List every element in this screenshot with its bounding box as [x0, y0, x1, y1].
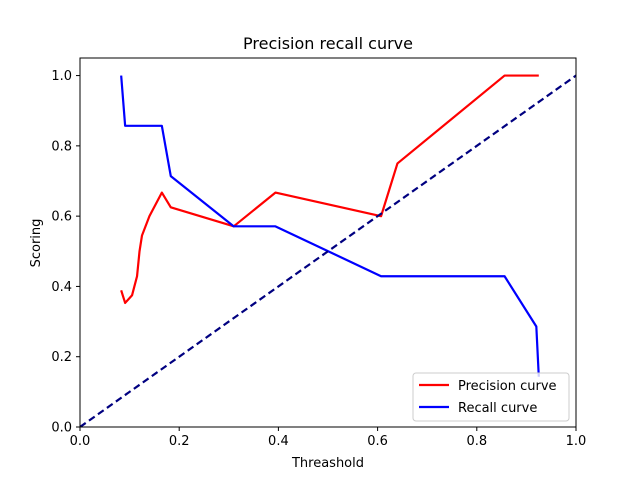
x-tick-label: 0.8: [466, 434, 487, 449]
legend-label-precision: Precision curve: [458, 379, 557, 394]
legend-box: [412, 372, 570, 422]
x-axis-label: Threashold: [291, 456, 364, 471]
axes-frame: [79, 57, 577, 428]
series-line-precision-curve: [120, 74, 539, 305]
y-tick-label: 1.0: [51, 69, 72, 84]
legend-label-recall: Recall curve: [458, 401, 537, 416]
series-group: [80, 74, 576, 427]
y-tick-label: 0.0: [51, 421, 72, 436]
legend: Precision curve Recall curve: [412, 372, 570, 422]
x-tick-label: 0.0: [70, 434, 91, 449]
y-tick-label: 0.6: [51, 210, 72, 225]
x-tick-label: 0.4: [268, 434, 289, 449]
x-tick-label: 1.0: [566, 434, 587, 449]
y-tick-label: 0.2: [51, 350, 72, 365]
plot-area: 0.0 0.2 0.4 0.6 0.8 1.0 0.0 0.2 0.4 0.6 0.8 1.0: [51, 57, 587, 449]
y-tick-label: 0.4: [51, 280, 72, 295]
series-line-recall-curve: [120, 75, 540, 377]
y-axis-label: Scoring: [29, 219, 44, 268]
chart-title: Precision recall curve: [243, 34, 413, 53]
x-tick-label: 0.2: [169, 434, 190, 449]
y-tick-label: 0.8: [51, 139, 72, 154]
diagonal-reference-line: [80, 74, 576, 427]
x-tick-label: 0.6: [367, 434, 388, 449]
